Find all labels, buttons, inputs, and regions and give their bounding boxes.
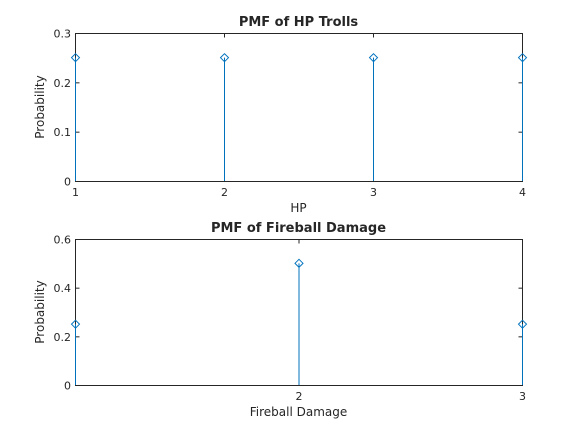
y-tick-label: 0	[64, 380, 71, 393]
x-axis-label: Fireball Damage	[250, 405, 348, 419]
plot-title: PMF of Fireball Damage	[211, 221, 386, 236]
y-tick-label: 0.6	[54, 234, 72, 247]
y-tick-label: 0.2	[54, 331, 72, 344]
y-axis-label: Probability	[33, 280, 47, 343]
y-tick-label: 0.4	[54, 282, 72, 295]
y-tick-label: 0	[64, 176, 71, 189]
y-tick-label: 0.2	[54, 77, 72, 90]
plot-fireball-damage: 2 3 0 0.2 0.4 0.6 PMF of Fireball Damage Fireba…	[33, 221, 527, 419]
x-tick-label: 2	[296, 390, 303, 403]
y-tick-label: 0.3	[54, 28, 72, 41]
plot-hp-trolls: 1 2 3 4 0 0.1 0.2 0.3 PMF of HP Trolls HP Probabil…	[33, 15, 527, 215]
y-tick-label: 0.1	[54, 126, 72, 139]
x-tick-label: 3	[519, 390, 526, 403]
plot-title: PMF of HP Trolls	[239, 15, 359, 30]
x-tick-label: 2	[221, 186, 228, 199]
x-tick-label: 4	[519, 186, 526, 199]
y-axis-label: Probability	[33, 75, 47, 138]
x-tick-label: 1	[72, 186, 79, 199]
x-tick-label: 3	[370, 186, 377, 199]
x-axis-label: HP	[290, 201, 306, 215]
axes-box	[76, 34, 523, 182]
